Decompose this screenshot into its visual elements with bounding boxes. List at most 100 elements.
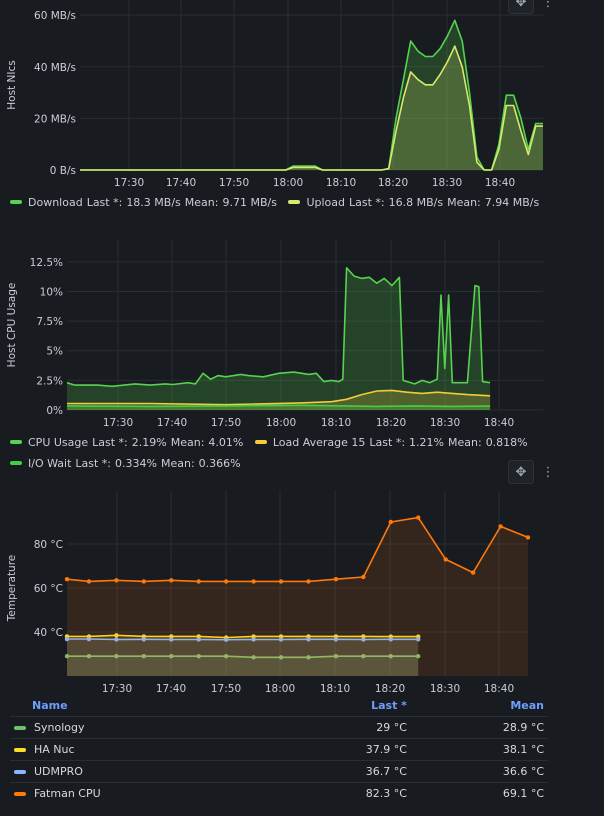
x-tick-label: 17:30 xyxy=(103,417,133,429)
data-point xyxy=(169,654,174,659)
kebab-menu-icon[interactable]: ⋮ xyxy=(541,464,555,480)
legend-series-name: Upload xyxy=(306,195,345,209)
legend-table-row-udmpro[interactable]: UDMPRO 36.7 °C 36.6 °C xyxy=(10,760,548,783)
series-area-cpu-usage xyxy=(67,267,491,410)
x-tick-label: 17:40 xyxy=(157,417,187,429)
y-tick-label: 80 °C xyxy=(34,539,63,551)
x-tick-label: 17:50 xyxy=(211,683,241,695)
data-point xyxy=(64,577,70,582)
data-point xyxy=(416,637,421,642)
data-point xyxy=(169,637,174,642)
legend-table-header: Name Last * Mean xyxy=(10,697,548,717)
data-point xyxy=(114,633,119,638)
host-nics-chart: 0 B/s 20 MB/s 40 MB/s 60 MB/s 17:30 17:40 17:5… xyxy=(6,0,543,189)
legend-last-label: Last *: xyxy=(75,456,112,470)
legend-mean-value: 9.71 MB/s xyxy=(222,195,277,209)
legend-swatch xyxy=(14,770,26,774)
legend-series-name: Download xyxy=(28,195,83,209)
data-point xyxy=(223,579,229,584)
legend-series-name: I/O Wait xyxy=(28,456,72,470)
y-tick-label: 40 MB/s xyxy=(34,62,76,74)
data-point xyxy=(86,579,92,584)
y-axis-label: Temperature xyxy=(6,555,18,623)
legend-item-io-wait[interactable]: I/O Wait Last *: 0.334% Mean: 0.366% xyxy=(10,457,241,470)
host-nics-legend: Download Last *: 18.3 MB/s Mean: 9.71 MB… xyxy=(10,194,547,209)
series-line-udmpro xyxy=(67,638,419,641)
series-line-upload xyxy=(80,45,543,171)
legend-item-download[interactable]: Download Last *: 18.3 MB/s Mean: 9.71 MB… xyxy=(10,196,277,209)
y-tick-label: 5% xyxy=(46,346,63,358)
data-point xyxy=(416,654,421,659)
legend-swatch xyxy=(10,461,22,465)
y-tick-label: 12.5% xyxy=(30,257,63,269)
data-point xyxy=(169,634,174,639)
x-tick-label: 18:40 xyxy=(484,683,514,695)
x-tick-label: 18:20 xyxy=(375,683,405,695)
data-point xyxy=(223,637,229,642)
legend-item-load-average[interactable]: Load Average 15 Last *: 1.21% Mean: 0.81… xyxy=(254,435,528,449)
kebab-menu-icon[interactable]: ⋮ xyxy=(541,0,555,10)
x-tick-label: 18:00 xyxy=(273,177,303,189)
legend-last-value: 18.3 MB/s xyxy=(126,195,181,209)
x-tick-label: 17:30 xyxy=(102,683,132,695)
legend-mean-label: Mean: xyxy=(448,435,482,449)
x-tick-label: 18:30 xyxy=(430,417,460,429)
y-tick-label: 10% xyxy=(40,286,63,298)
data-point xyxy=(361,574,366,580)
data-point xyxy=(306,637,311,642)
series-area-download xyxy=(80,20,543,170)
series-area-synology xyxy=(67,656,419,676)
legend-last-label: Last *: xyxy=(369,435,406,449)
legend-table-row-synology[interactable]: Synology 29 °C 28.9 °C xyxy=(10,716,548,739)
column-header-name[interactable]: Name xyxy=(32,699,68,712)
legend-mean-value: 4.01% xyxy=(208,435,244,449)
x-tick-label: 18:30 xyxy=(430,683,460,695)
legend-swatch xyxy=(14,748,26,752)
y-axis-label: Host CPU Usage xyxy=(6,283,18,368)
legend-table-row-ha-nuc[interactable]: HA Nuc 37.9 °C 38.1 °C xyxy=(10,738,548,761)
legend-swatch xyxy=(10,440,22,444)
series-area-ha-nuc xyxy=(67,635,419,676)
data-point xyxy=(416,515,421,520)
data-point xyxy=(278,655,284,660)
data-point xyxy=(196,654,201,659)
data-point xyxy=(306,655,311,660)
data-point xyxy=(141,579,147,584)
x-tick-label: 18:10 xyxy=(321,417,351,429)
x-tick-label: 17:40 xyxy=(156,683,186,695)
move-icon[interactable]: ✥ xyxy=(508,0,534,14)
legend-row-mean: 28.9 °C xyxy=(410,716,548,739)
legend-mean-label: Mean: xyxy=(184,195,219,209)
x-tick-label: 18:10 xyxy=(320,683,350,695)
legend-mean-label: Mean: xyxy=(447,195,481,209)
data-point xyxy=(64,654,70,659)
legend-item-upload[interactable]: Upload Last *: 16.8 MB/s Mean: 7.94 MB/s xyxy=(288,196,539,209)
host-cpu-legend: CPU Usage Last *: 2.19% Mean: 4.01% Load… xyxy=(10,434,536,449)
data-point xyxy=(333,654,339,659)
data-point xyxy=(251,637,256,642)
data-point xyxy=(278,637,284,642)
column-header-mean[interactable]: Mean xyxy=(510,699,544,712)
legend-item-cpu-usage[interactable]: CPU Usage Last *: 2.19% Mean: 4.01% xyxy=(10,436,243,449)
legend-mean-label: Mean: xyxy=(170,435,205,449)
column-header-last[interactable]: Last * xyxy=(371,699,407,712)
legend-mean-value: 0.366% xyxy=(198,456,241,470)
legend-row-label: Fatman CPU xyxy=(34,787,101,800)
move-icon[interactable]: ✥ xyxy=(508,460,534,484)
x-tick-label: 17:40 xyxy=(166,177,196,189)
legend-mean-value: 0.818% xyxy=(485,435,528,449)
legend-swatch xyxy=(14,726,26,730)
data-point xyxy=(251,579,256,584)
legend-table-row-fatman-cpu[interactable]: Fatman CPU 82.3 °C 69.1 °C xyxy=(10,782,548,804)
data-point xyxy=(141,654,147,659)
data-point xyxy=(114,637,119,642)
data-point xyxy=(306,579,311,584)
legend-row-mean: 38.1 °C xyxy=(410,738,548,761)
data-point xyxy=(114,654,119,659)
y-tick-label: 60 MB/s xyxy=(34,10,76,22)
series-line-load-average-15 xyxy=(67,389,491,406)
legend-swatch xyxy=(254,440,267,444)
legend-row-last: 29 °C xyxy=(273,716,411,739)
data-point xyxy=(86,636,92,642)
series-line-fatman-cpu xyxy=(66,516,529,583)
